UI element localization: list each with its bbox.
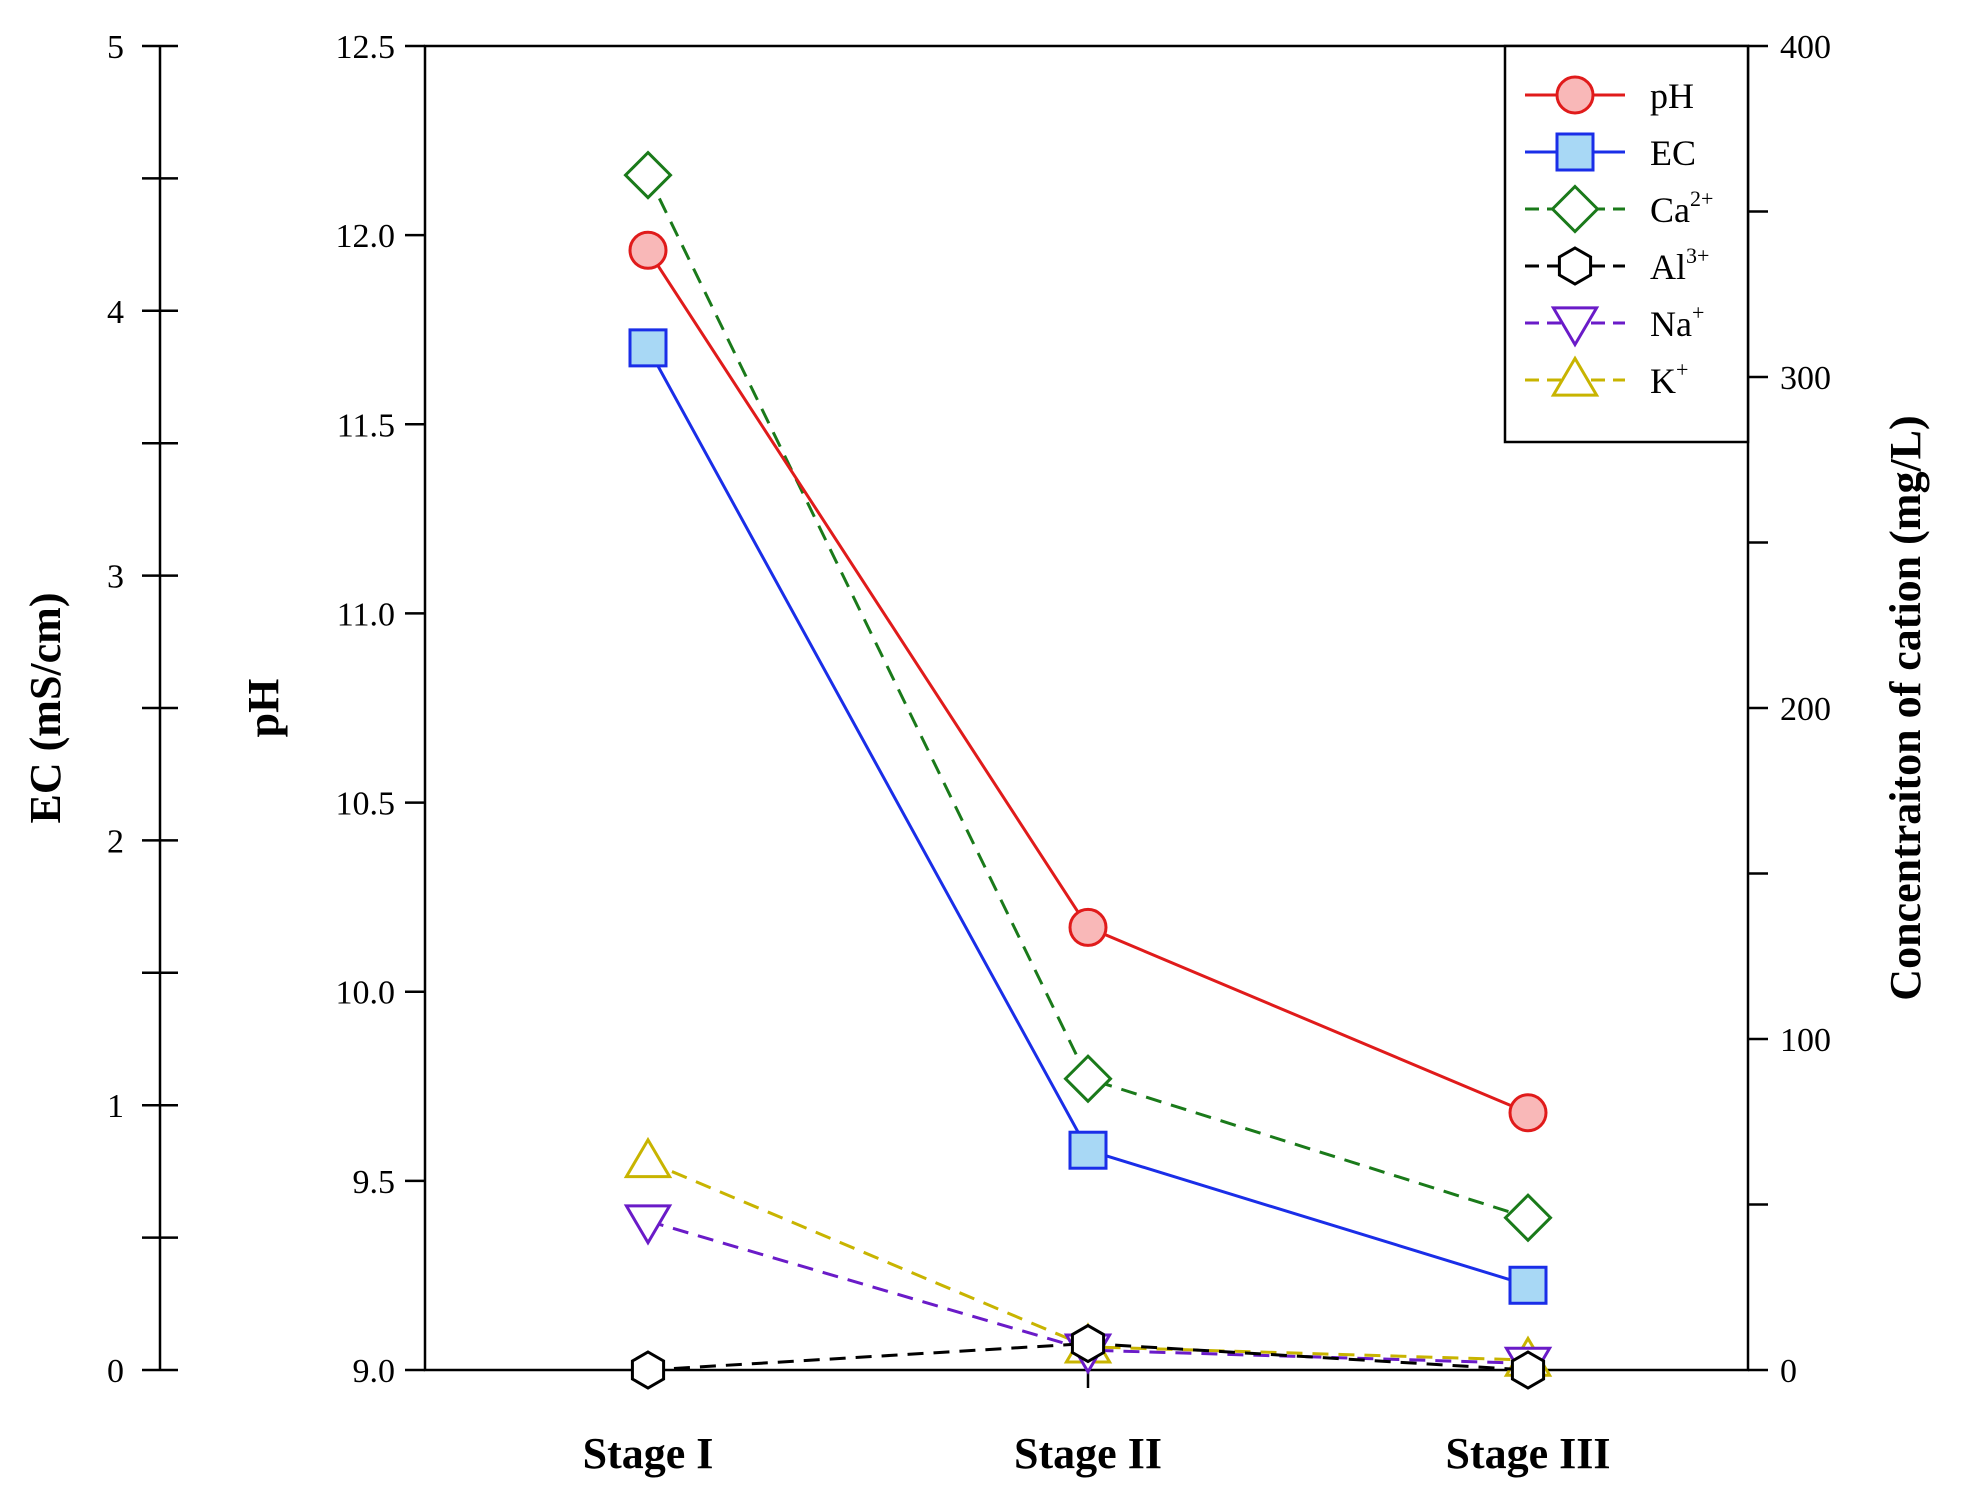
legend-marker-ph [1555, 75, 1595, 115]
legend-label-superscript: + [1692, 300, 1704, 325]
ec-axis-tick-label: 3 [107, 559, 124, 596]
ph-axis-tick-label: 10.5 [336, 786, 396, 823]
cation-axis-tick-label: 400 [1780, 29, 1831, 66]
series-al [630, 1323, 1546, 1390]
ph-axis-tick-label: 11.5 [337, 407, 395, 444]
ph-axis-tick-label: 10.0 [336, 975, 396, 1012]
cation-axis-tick-label: 0 [1780, 1353, 1797, 1390]
ec-axis-tick-label: 5 [107, 29, 124, 66]
series-ph [628, 230, 1548, 1133]
legend-label-ph: pH [1650, 76, 1694, 116]
category-label: Stage III [1445, 1429, 1610, 1478]
series-line-al [647, 1342, 1529, 1372]
series-layer [623, 150, 1553, 1390]
ph-axis-tick-label: 12.0 [336, 218, 396, 255]
data-point-al [1510, 1350, 1546, 1390]
data-point-ec [628, 328, 668, 368]
category-label: Stage II [1014, 1429, 1162, 1478]
cation-axis-tick-label: 200 [1780, 691, 1831, 728]
category-label: Stage I [583, 1429, 714, 1478]
legend-label-ec: EC [1650, 133, 1696, 173]
legend-marker-al [1557, 246, 1593, 286]
data-point-ph [1508, 1093, 1548, 1133]
legend-label-superscript: 2+ [1690, 186, 1713, 211]
ec-axis-tick-label: 4 [107, 294, 124, 331]
legend-item-na: Na+ [1525, 300, 1704, 348]
axes-layer: 9.0 9.5 10.0 10.5 11.0 11.5 12.0 12.5 pH 0 1 2 3 4 5 EC… [21, 29, 1930, 1478]
ph-axis-tick-label: 11.0 [337, 596, 395, 633]
data-point-ec [1068, 1130, 1108, 1170]
legend-marker-ec [1555, 132, 1595, 172]
data-point-ca [1503, 1193, 1553, 1243]
series-line-ph [646, 249, 1529, 1115]
legend-marker-na [1550, 306, 1600, 348]
cation-axis-tick-label: 300 [1780, 360, 1831, 397]
data-point-ca [623, 150, 673, 200]
ph-axis-tick-label: 9.5 [353, 1164, 396, 1201]
legend-item-ph: pH [1525, 75, 1694, 116]
legend-label-al: Al3+ [1650, 243, 1709, 287]
ph-axis-tick-label: 9.0 [353, 1353, 396, 1390]
series-ca [623, 150, 1553, 1243]
data-point-ph [628, 230, 668, 270]
data-point-ec [1508, 1265, 1548, 1305]
cation-axis-title: Concentraiton of cation (mg/L) [1881, 415, 1930, 1000]
legend-item-ec: EC [1525, 132, 1696, 173]
legend-label-superscript: + [1676, 357, 1688, 382]
legend-item-al: Al3+ [1525, 243, 1709, 287]
ec-axis-tick-label: 2 [107, 823, 124, 860]
ph-axis-tick-label: 12.5 [336, 29, 396, 66]
series-line-ca [646, 174, 1529, 1220]
ec-axis-tick-label: 1 [107, 1088, 124, 1125]
legend-box [1503, 44, 1750, 444]
legend-item-k: K+ [1525, 355, 1688, 401]
legend-marker-k [1550, 355, 1600, 397]
ec-axis-tick-label: 0 [107, 1353, 124, 1390]
data-point-al [1070, 1323, 1106, 1364]
data-point-ph [1068, 907, 1108, 947]
legend-label-k: K+ [1650, 357, 1688, 401]
data-point-ca [1063, 1054, 1113, 1104]
cation-axis-tick-label: 100 [1780, 1022, 1831, 1059]
legend-marker-ca [1550, 184, 1600, 234]
data-point-al [630, 1350, 666, 1390]
data-point-na [623, 1204, 673, 1246]
series-ec [628, 328, 1548, 1305]
ph-axis-title: pH [239, 679, 288, 738]
legend-label-superscript: 3+ [1686, 243, 1709, 268]
ec-axis-title: EC (mS/cm) [21, 593, 70, 824]
data-point-k [623, 1136, 673, 1179]
legend-label-na: Na+ [1650, 300, 1704, 344]
